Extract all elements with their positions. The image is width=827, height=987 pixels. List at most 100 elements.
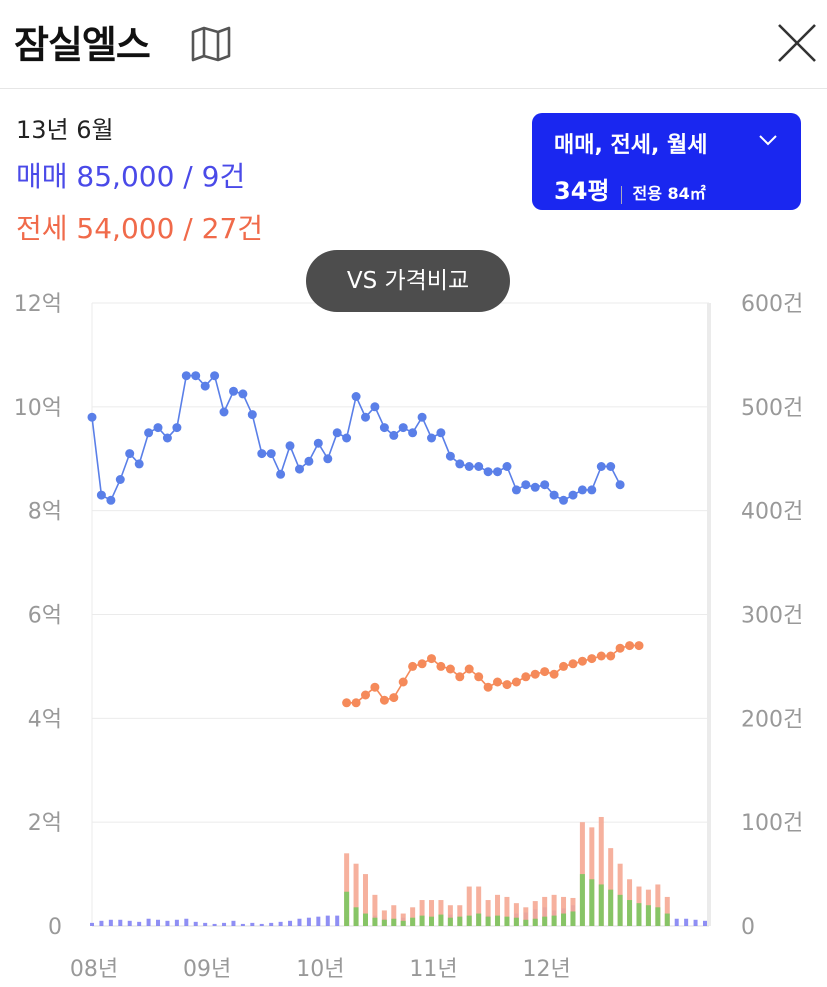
jeonse-price-point[interactable] — [398, 677, 408, 687]
wolse-volume-bar — [655, 907, 661, 926]
jeonse-price-point[interactable] — [342, 698, 352, 708]
sale-price-point[interactable] — [370, 402, 380, 412]
sale-price-point[interactable] — [219, 407, 229, 417]
sale-price-point[interactable] — [96, 490, 106, 500]
jeonse-price-point[interactable] — [625, 641, 635, 651]
sale-volume-bar — [316, 916, 321, 926]
jeonse-price-point[interactable] — [549, 669, 559, 679]
sale-price-point[interactable] — [417, 412, 427, 422]
jeonse-price-point[interactable] — [445, 664, 455, 674]
sale-price-point[interactable] — [323, 454, 333, 464]
jeonse-price-point[interactable] — [502, 680, 512, 690]
sale-price-point[interactable] — [247, 410, 257, 420]
sale-price-point[interactable] — [191, 371, 201, 381]
jeonse-price-point[interactable] — [408, 661, 418, 671]
jeonse-volume-bar — [542, 896, 548, 926]
jeonse-price-point[interactable] — [379, 695, 389, 705]
jeonse-price-point[interactable] — [511, 677, 521, 687]
sale-price-point[interactable] — [596, 462, 606, 471]
jeonse-price-point[interactable] — [634, 641, 644, 651]
sale-price-point[interactable] — [153, 423, 163, 433]
sale-price-point[interactable] — [162, 433, 172, 443]
sale-price-point[interactable] — [577, 485, 587, 495]
vs-compare-button[interactable]: VS 가격비교 — [306, 250, 510, 312]
jeonse-price-point[interactable] — [596, 651, 606, 661]
sale-price-point[interactable] — [313, 438, 323, 448]
sale-price-point[interactable] — [483, 467, 493, 477]
sale-price-point[interactable] — [181, 371, 191, 381]
sale-price-point[interactable] — [106, 495, 116, 505]
jeonse-price-point[interactable] — [389, 693, 399, 703]
sale-price-point[interactable] — [511, 485, 521, 495]
sale-price-point[interactable] — [568, 490, 578, 500]
sale-price-point[interactable] — [521, 480, 531, 490]
sale-price-point[interactable] — [200, 381, 210, 391]
sale-price-point[interactable] — [474, 462, 484, 471]
sale-price-point[interactable] — [144, 428, 154, 438]
sale-price-point[interactable] — [445, 451, 455, 461]
sale-price-point[interactable] — [493, 467, 502, 477]
sale-price-point[interactable] — [238, 389, 248, 399]
sale-price-point[interactable] — [502, 462, 512, 471]
sale-price-point[interactable] — [87, 412, 97, 422]
jeonse-price-point[interactable] — [568, 659, 578, 669]
jeonse-price-point[interactable] — [587, 654, 597, 664]
map-icon[interactable] — [190, 26, 232, 62]
jeonse-price-point[interactable] — [455, 672, 465, 682]
sale-price-point[interactable] — [295, 464, 304, 474]
sale-price-point[interactable] — [134, 459, 144, 469]
deal-type-filter-button[interactable]: 매매, 전세, 월세 34평 전용 84㎡ — [532, 113, 801, 210]
sale-price-point[interactable] — [427, 433, 436, 443]
sale-price-point[interactable] — [408, 428, 418, 438]
sale-price-point[interactable] — [540, 480, 550, 490]
sale-price-point[interactable] — [464, 462, 474, 471]
jeonse-price-point[interactable] — [530, 669, 540, 679]
sale-price-point[interactable] — [389, 430, 399, 440]
sale-price-point[interactable] — [172, 423, 182, 433]
sale-price-point[interactable] — [351, 392, 361, 401]
jeonse-price-point[interactable] — [493, 677, 502, 687]
sale-price-point[interactable] — [257, 449, 267, 459]
sale-price-point[interactable] — [549, 490, 559, 500]
sale-price-point[interactable] — [606, 462, 616, 471]
sale-price-point[interactable] — [229, 386, 238, 396]
jeonse-price-point[interactable] — [361, 690, 370, 700]
jeonse-price-point[interactable] — [615, 643, 625, 653]
jeonse-price-point[interactable] — [351, 698, 361, 708]
sale-price-point[interactable] — [587, 485, 597, 495]
jeonse-price-point[interactable] — [540, 667, 550, 677]
sale-price-point[interactable] — [342, 433, 352, 443]
jeonse-price-point[interactable] — [559, 661, 568, 671]
sale-price-point[interactable] — [115, 475, 125, 484]
jeonse-price-point[interactable] — [577, 656, 587, 666]
close-icon[interactable] — [774, 20, 820, 66]
jeonse-price-point[interactable] — [417, 659, 427, 669]
sale-price-point[interactable] — [210, 371, 220, 381]
jeonse-price-point[interactable] — [483, 682, 493, 692]
sale-price-point[interactable] — [125, 449, 135, 459]
sale-price-point[interactable] — [332, 428, 342, 438]
jeonse-price-point[interactable] — [464, 664, 474, 674]
sale-price-point[interactable] — [276, 469, 286, 479]
sale-price-point[interactable] — [304, 456, 314, 466]
wolse-volume-bar — [636, 903, 642, 926]
sale-price-point[interactable] — [266, 449, 276, 459]
jeonse-price-point[interactable] — [521, 672, 531, 682]
sale-price-point[interactable] — [559, 495, 568, 505]
sale-price-point[interactable] — [436, 428, 446, 438]
jeonse-volume-bar — [589, 827, 595, 926]
y-right-tick-label: 300건 — [741, 604, 803, 629]
jeonse-price-point[interactable] — [436, 661, 446, 671]
sale-price-point[interactable] — [361, 412, 370, 422]
sale-price-point[interactable] — [455, 459, 465, 469]
jeonse-price-point[interactable] — [370, 682, 380, 692]
sale-price-point[interactable] — [285, 441, 295, 451]
sale-price-point[interactable] — [615, 480, 625, 490]
jeonse-price-point[interactable] — [427, 654, 436, 664]
jeonse-price-point[interactable] — [474, 672, 484, 682]
sale-price-point[interactable] — [530, 482, 540, 492]
sale-price-point[interactable] — [379, 423, 389, 433]
sale-price-point[interactable] — [398, 423, 408, 433]
jeonse-price-point[interactable] — [606, 651, 616, 661]
